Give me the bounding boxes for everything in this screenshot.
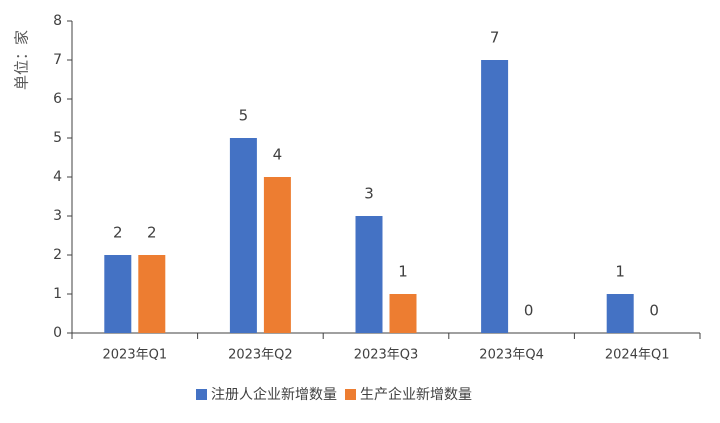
data-label: 1: [615, 263, 625, 281]
y-tick-label: 2: [53, 247, 62, 263]
legend-swatch: [345, 389, 356, 400]
data-label: 3: [364, 185, 374, 203]
data-label: 0: [649, 302, 659, 320]
y-tick-label: 7: [53, 52, 62, 68]
y-tick-label: 8: [53, 13, 62, 29]
bar: [606, 294, 634, 333]
y-tick-label: 1: [53, 286, 62, 302]
bar: [104, 255, 132, 333]
legend-swatch: [196, 389, 207, 400]
data-label: 2: [113, 224, 123, 242]
y-tick-label: 4: [53, 169, 62, 185]
legend-label: 生产企业新增数量: [360, 386, 472, 403]
x-tick-label: 2023年Q3: [354, 348, 419, 363]
data-label: 7: [490, 29, 500, 47]
y-axis-label: 单位：家: [13, 30, 31, 90]
bar: [355, 216, 383, 333]
bar: [389, 294, 417, 333]
y-tick-label: 0: [53, 325, 62, 341]
data-label: 0: [524, 302, 534, 320]
data-label: 1: [398, 263, 408, 281]
bar: [263, 177, 291, 333]
x-tick-label: 2024年Q1: [605, 348, 670, 363]
x-tick-label: 2023年Q2: [228, 348, 293, 363]
bar: [138, 255, 166, 333]
legend-label: 注册人企业新增数量: [211, 386, 337, 403]
x-tick-label: 2023年Q4: [479, 348, 544, 363]
x-tick-label: 2023年Q1: [103, 348, 168, 363]
data-label: 2: [147, 224, 157, 242]
bar: [229, 138, 257, 333]
y-tick-label: 6: [53, 91, 62, 107]
bar: [481, 60, 509, 333]
data-label: 5: [239, 107, 249, 125]
y-tick-label: 5: [53, 130, 62, 146]
data-label: 4: [273, 146, 283, 164]
y-tick-label: 3: [53, 208, 62, 224]
